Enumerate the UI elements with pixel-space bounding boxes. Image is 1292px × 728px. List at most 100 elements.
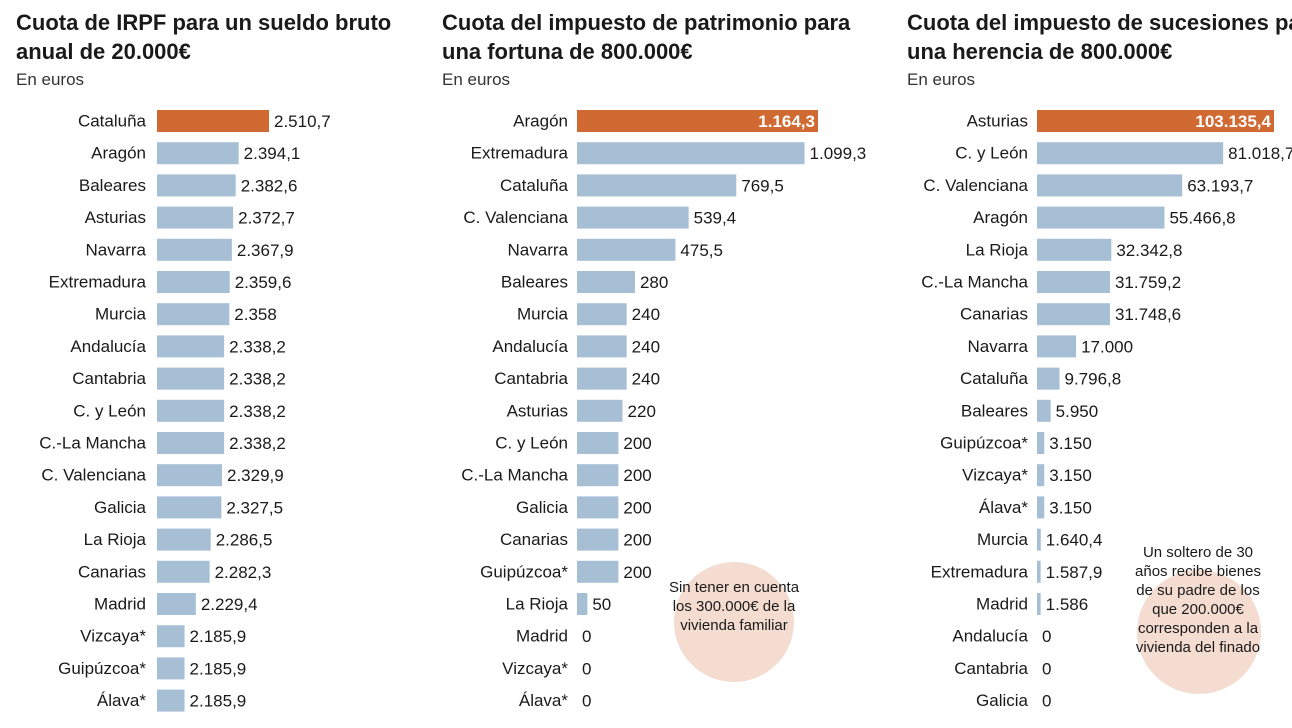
value-label: 2.185,9	[190, 659, 247, 678]
value-label: 0	[582, 627, 591, 646]
bar	[577, 560, 619, 583]
bar	[1037, 399, 1051, 422]
value-label: 475,5	[680, 241, 723, 260]
category-label: Cantabria	[72, 369, 146, 388]
bar	[157, 303, 230, 326]
bar	[577, 238, 676, 261]
chart-title: Cuota del impuesto de patrimonio para un…	[442, 10, 851, 64]
bar	[577, 496, 619, 519]
bar	[157, 689, 185, 712]
bar	[577, 303, 627, 326]
category-label: C.-La Mancha	[921, 273, 1028, 292]
category-label: Murcia	[95, 305, 147, 324]
value-label: 539,4	[694, 209, 737, 228]
category-label: Galicia	[94, 498, 147, 517]
category-label: Vizcaya*	[502, 659, 568, 678]
bar	[1037, 335, 1077, 358]
category-label: C. y León	[495, 434, 568, 453]
category-label: Álava*	[979, 498, 1029, 517]
category-label: Madrid	[94, 595, 146, 614]
category-label: Navarra	[508, 240, 569, 259]
category-label: Cataluña	[500, 176, 569, 195]
value-label: 1.099,3	[810, 144, 867, 163]
category-label: Baleares	[961, 401, 1028, 420]
value-label: 2.286,5	[216, 531, 273, 550]
value-label: 240	[632, 305, 660, 324]
value-label: 17.000	[1081, 337, 1133, 356]
bar	[577, 399, 623, 422]
category-label: Murcia	[517, 305, 569, 324]
value-label: 2.338,2	[229, 402, 286, 421]
bar	[1037, 560, 1041, 583]
bar	[157, 399, 225, 422]
bar	[577, 367, 627, 390]
category-label: Vizcaya*	[962, 466, 1028, 485]
value-label: 2.372,7	[238, 209, 295, 228]
bar	[1037, 464, 1045, 487]
value-label: 1.586	[1046, 595, 1089, 614]
value-label: 2.338,2	[229, 370, 286, 389]
bar	[157, 496, 222, 519]
category-label: Vizcaya*	[80, 627, 146, 646]
chart-subtitle: En euros	[16, 70, 85, 89]
category-label: Galicia	[516, 498, 569, 517]
category-label: La Rioja	[506, 595, 569, 614]
category-label: Cantabria	[494, 369, 568, 388]
bar	[157, 432, 225, 454]
bar	[157, 367, 225, 390]
category-label: C.-La Mancha	[39, 434, 146, 453]
value-label: 0	[1042, 659, 1051, 678]
category-label: Cantabria	[954, 659, 1028, 678]
bar	[157, 560, 210, 583]
value-label: 2.359,6	[235, 273, 292, 292]
category-label: Murcia	[977, 530, 1029, 549]
bar	[577, 110, 818, 132]
value-label: 220	[628, 402, 656, 421]
bar	[577, 335, 627, 358]
panel-sucesiones: Cuota del impuesto de sucesiones para un…	[907, 0, 1292, 728]
value-label: 200	[623, 563, 651, 582]
value-label: 280	[640, 273, 668, 292]
bar	[1037, 303, 1110, 326]
value-label: 2.382,6	[241, 176, 298, 195]
category-label: Extremadura	[931, 562, 1029, 581]
category-label: Andalucía	[70, 337, 146, 356]
bar	[577, 206, 689, 229]
category-label: Navarra	[968, 337, 1029, 356]
bar	[577, 528, 619, 551]
value-label: 3.150	[1049, 434, 1092, 453]
bar	[1037, 367, 1060, 390]
note-text: Un soltero de 30 años recibe bienes de s…	[1135, 544, 1261, 656]
category-label: Navarra	[86, 240, 147, 259]
category-label: Canarias	[78, 562, 146, 581]
value-label: 50	[592, 595, 611, 614]
bar-chart-sucesiones: Asturias 103.135,4 C. y León 81.018,7 C. Val…	[921, 110, 1292, 711]
value-label: 200	[623, 531, 651, 550]
bar	[157, 335, 225, 358]
bar	[1037, 110, 1274, 132]
bar	[1037, 238, 1112, 261]
value-label: 3.150	[1049, 498, 1092, 517]
bar	[157, 174, 236, 197]
value-label: 2.229,4	[201, 595, 258, 614]
bar	[577, 464, 619, 487]
category-label: C. Valenciana	[41, 466, 146, 485]
bar	[1037, 432, 1045, 454]
bar	[1037, 271, 1110, 293]
value-label: 240	[632, 370, 660, 389]
category-label: Cataluña	[78, 112, 147, 131]
value-label: 1.587,9	[1046, 563, 1103, 582]
category-label: Canarias	[500, 530, 568, 549]
value-label: 55.466,8	[1169, 209, 1235, 228]
category-label: Baleares	[501, 273, 568, 292]
value-label: 9.796,8	[1065, 370, 1122, 389]
value-label: 81.018,7	[1228, 144, 1292, 163]
note-circle	[674, 562, 794, 682]
value-label: 2.338,2	[229, 434, 286, 453]
chart-title: Cuota de IRPF para un sueldo bruto anual…	[16, 10, 392, 64]
category-label: La Rioja	[966, 240, 1029, 259]
category-label: Asturias	[507, 401, 568, 420]
bar	[157, 593, 196, 615]
value-label: 31.759,2	[1115, 273, 1181, 292]
panel-irpf: Cuota de IRPF para un sueldo bruto anual…	[16, 0, 436, 728]
